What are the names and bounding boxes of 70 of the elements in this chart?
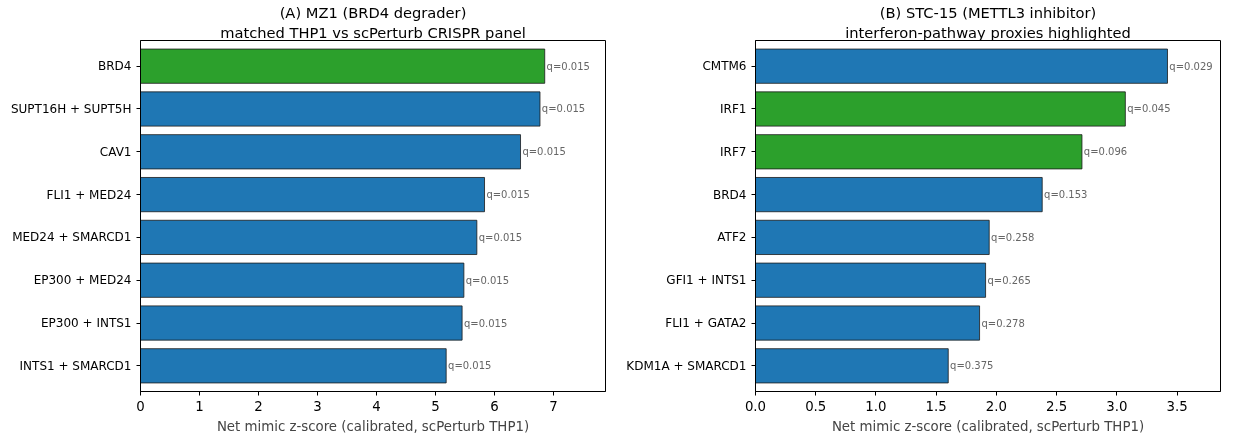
bar <box>755 348 949 384</box>
y-tick-label: FLI1 + GATA2 <box>665 316 747 331</box>
y-tick-label: EP300 + INTS1 <box>41 316 132 331</box>
chart-title: (A) MZ1 (BRD4 degrader) <box>279 3 467 21</box>
y-tick-label: GFI1 + INTS1 <box>666 273 747 288</box>
y-tick-label: SUPT16H + SUPT5H <box>10 101 132 116</box>
x-tick-label: 3.5 <box>1166 398 1188 414</box>
annotation: q=0.015 <box>478 231 523 243</box>
bar <box>140 48 546 84</box>
bar <box>140 134 521 170</box>
x-axis-title: Net mimic z-score (calibrated, scPerturb THP1) <box>831 418 1145 434</box>
annotation: q=0.015 <box>546 60 590 72</box>
y-tick-label: IRF1 <box>720 101 747 116</box>
y-tick-label: MED24 + SMARCD1 <box>12 230 132 245</box>
bar <box>140 219 478 255</box>
x-tick-label: 2 <box>254 398 263 414</box>
x-tick-label: 7 <box>549 398 558 414</box>
y-tick-label: IRF7 <box>720 144 747 159</box>
bar <box>755 134 1083 170</box>
y-tick-label: CMTM6 <box>702 59 747 74</box>
y-tick-label: CAV1 <box>99 144 132 159</box>
annotation: q=0.015 <box>463 317 508 329</box>
bar <box>140 305 463 341</box>
y-tick-label: BRD4 <box>713 187 747 202</box>
annotation: q=0.153 <box>1044 189 1088 201</box>
annotation: q=0.015 <box>541 103 586 115</box>
x-tick-label: 0.0 <box>744 398 767 414</box>
x-tick-label: 4 <box>372 398 381 414</box>
annotation: q=0.015 <box>522 146 566 158</box>
bar <box>755 262 986 298</box>
x-tick-label: 1.0 <box>865 398 887 414</box>
bar <box>755 48 1168 84</box>
y-tick-label: FLI1 + MED24 <box>46 187 132 202</box>
x-tick-label: 5 <box>431 398 440 414</box>
x-tick-label: 1.5 <box>925 398 947 414</box>
chart-title: (B) STC-15 (METTL3 inhibitor) <box>879 3 1097 21</box>
x-tick-label: 0 <box>136 398 145 414</box>
bar <box>140 91 541 127</box>
chart-subtitle: interferon-pathway proxies highlighted <box>845 23 1131 41</box>
x-tick-label: 6 <box>490 398 499 414</box>
x-tick-label: 3 <box>313 398 322 414</box>
annotation: q=0.045 <box>1127 103 1171 115</box>
x-tick-label: 2.5 <box>1046 398 1068 414</box>
bar <box>755 177 1043 213</box>
y-tick-label: INTS1 + SMARCD1 <box>19 358 132 373</box>
y-tick-label: ATF2 <box>717 230 747 245</box>
bar <box>755 91 1126 127</box>
x-tick-label: 0.5 <box>805 398 827 414</box>
bar <box>755 305 980 341</box>
annotation: q=0.265 <box>987 274 1031 286</box>
bar <box>755 219 990 255</box>
y-tick-label: EP300 + MED24 <box>33 273 132 288</box>
chart-subtitle: matched THP1 vs scPerturb CRISPR panel <box>220 23 526 41</box>
annotation: q=0.029 <box>1169 60 1213 72</box>
annotation: q=0.258 <box>991 231 1035 243</box>
bar <box>140 348 447 384</box>
annotation: q=0.096 <box>1083 146 1128 158</box>
x-axis-title: Net mimic z-score (calibrated, scPerturb THP1) <box>216 418 530 434</box>
x-tick-label: 1 <box>195 398 204 414</box>
annotation: q=0.015 <box>465 274 510 286</box>
annotation: q=0.375 <box>950 360 994 372</box>
bar <box>140 262 465 298</box>
y-tick-label: BRD4 <box>98 59 132 74</box>
x-tick-label: 2.0 <box>985 398 1008 414</box>
annotation: q=0.015 <box>486 189 530 201</box>
x-tick-label: 3.0 <box>1106 398 1128 414</box>
annotation: q=0.278 <box>981 317 1025 329</box>
y-tick-label: KDM1A + SMARCD1 <box>626 358 747 373</box>
annotation: q=0.015 <box>448 360 492 372</box>
bar <box>140 177 485 213</box>
